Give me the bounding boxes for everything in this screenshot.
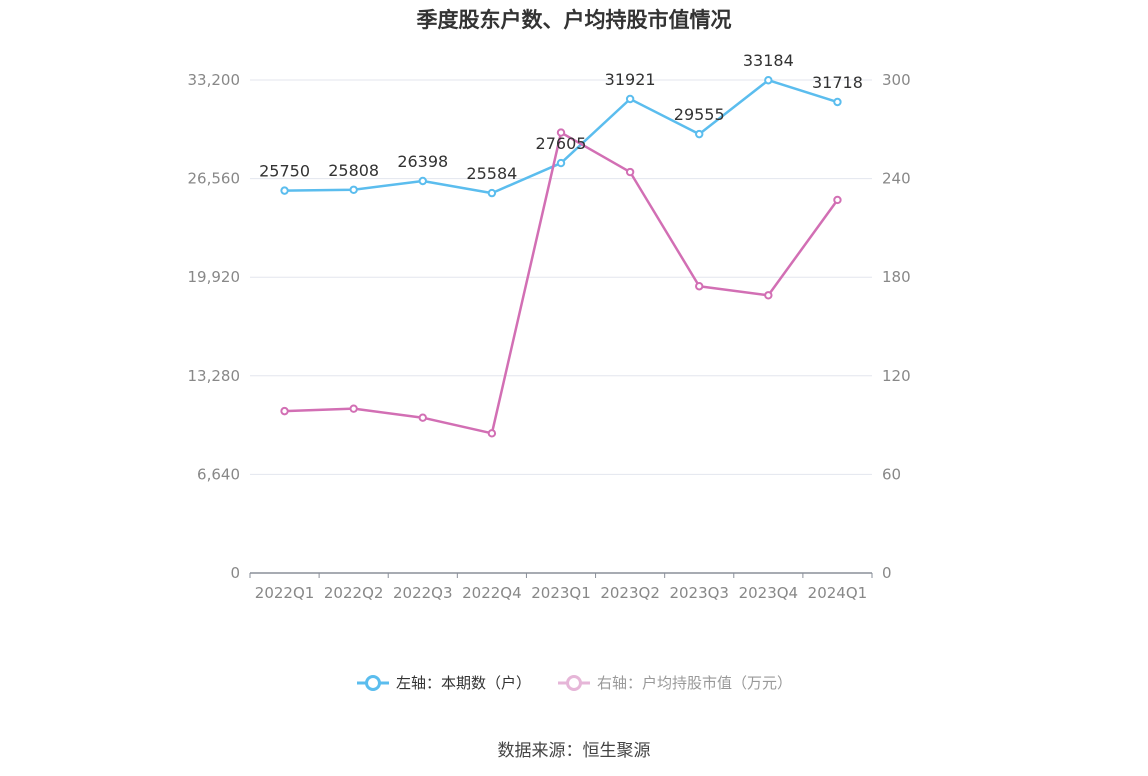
x-tick-label: 2022Q4 [462,584,522,602]
x-tick-label: 2022Q1 [255,584,315,602]
y-left-tick-label: 26,560 [188,170,241,188]
data-point-1[interactable] [833,195,842,205]
data-point-0[interactable] [764,76,773,85]
y-right-tick-label: 300 [882,71,911,89]
legend-label-households: 左轴：本期数（户） [395,674,531,692]
x-tick-label: 2022Q2 [324,584,384,602]
data-point-1[interactable] [695,282,704,291]
data-point-1[interactable] [764,291,773,300]
data-label: 26398 [397,152,448,171]
y-right-tick-label: 120 [882,367,911,385]
data-label: 27605 [536,134,587,153]
legend-marker-avg-value [558,674,590,691]
series-layer [280,76,842,438]
x-tick-label: 2023Q4 [739,584,799,602]
data-point-0[interactable] [556,158,566,168]
data-label: 33184 [743,51,794,70]
data-point-1[interactable] [556,128,566,137]
data-point-0[interactable] [625,94,635,104]
data-label: 29555 [674,105,725,124]
y-left-tick-label: 13,280 [188,367,241,385]
y-right-tick-label: 180 [882,268,911,286]
legend-marker-households [356,674,389,691]
x-tick-label: 2023Q1 [531,584,591,602]
source-note: 数据来源：恒生聚源 [497,741,651,761]
axis-layer: 0 0 6,640 60 13,280 120 19,920 180 26,560 240 33,2… [188,71,911,602]
data-point-1[interactable] [625,167,635,177]
chart-canvas: 0 0 6,640 60 13,280 120 19,920 180 26,560 240 33,2… [188,51,911,602]
x-tick-label: 2023Q3 [669,584,729,602]
y-right-tick-label: 0 [882,564,892,582]
y-left-tick-label: 19,920 [188,268,241,286]
y-right-tick-label: 240 [882,170,911,188]
data-point-0[interactable] [349,185,358,194]
data-label: 25584 [466,164,517,183]
x-tick-label: 2022Q3 [393,584,453,602]
data-point-1[interactable] [487,429,497,438]
data-label: 31718 [812,73,863,92]
y-left-tick-label: 33,200 [188,71,241,89]
data-point-0[interactable] [487,188,497,198]
chart-title: 季度股东户数、户均持股市值情况 [416,8,732,32]
y-right-tick-label: 60 [882,465,901,483]
legend-item-avg-value[interactable]: 右轴：户均持股市值（万元） [557,672,792,693]
x-tick-label: 2023Q2 [600,584,660,602]
data-label: 25808 [328,161,379,180]
y-left-tick-label: 6,640 [197,465,240,483]
data-point-1[interactable] [280,406,289,416]
data-point-1[interactable] [418,413,427,422]
data-point-0[interactable] [280,186,289,195]
data-label: 25750 [259,162,310,181]
data-point-1[interactable] [349,404,358,413]
data-point-0[interactable] [695,129,704,139]
legend-item-households[interactable]: 左轴：本期数（户） [356,672,531,693]
y-left-tick-label: 0 [230,564,240,582]
label-layer: 25750 25808 26398 25584 27605 31921 29555 33184… [259,51,863,183]
legend-label-avg-value: 右轴：户均持股市值（万元） [597,674,793,692]
data-point-0[interactable] [418,176,427,186]
legend: 左轴：本期数（户） 右轴：户均持股市值（万元） [0,672,1148,693]
data-label: 31921 [605,70,656,89]
x-tick-label: 2024Q1 [808,584,868,602]
grid-layer [250,79,872,475]
data-point-0[interactable] [833,97,842,107]
